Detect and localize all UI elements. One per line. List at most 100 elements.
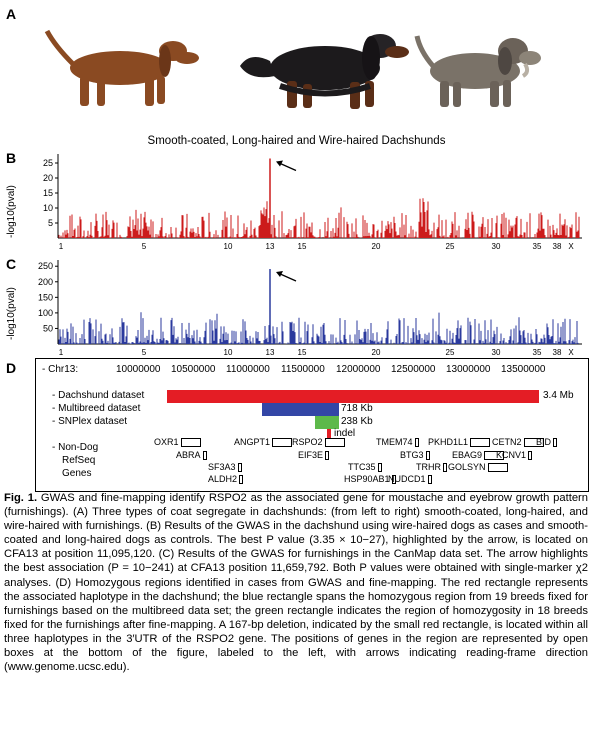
- gene-box: [325, 451, 330, 461]
- smooth-coated-dachshund: [44, 29, 199, 106]
- chromosome-label: 15: [298, 348, 307, 357]
- gene-label: GOLSYN: [448, 462, 508, 473]
- homozygous-regions-panel: - Chr13: 10000000 10500000 11000000 1150000…: [35, 358, 589, 492]
- wire-haired-dachshund: [414, 35, 541, 107]
- dachshund-dataset-label: - Dachshund dataset: [52, 390, 145, 401]
- y-tick-label: 100: [38, 308, 53, 318]
- arrow-head: [276, 271, 283, 278]
- y-tick-label: 10: [43, 203, 53, 213]
- gene-box: [523, 438, 544, 448]
- gene-box: [443, 463, 447, 473]
- chromosome-label: 10: [224, 348, 233, 357]
- y-tick-label: 150: [38, 292, 53, 302]
- y-tick-label: 250: [38, 261, 53, 271]
- position-label: 11500000: [281, 364, 325, 375]
- y-tick-label: 50: [43, 323, 53, 333]
- dachshund-haplotype-bar: [167, 390, 539, 403]
- snplex-region-bar: [315, 416, 339, 429]
- chromosome-label: 25: [446, 348, 455, 357]
- panel-label-a: A: [6, 6, 17, 22]
- gene-box: [272, 438, 293, 448]
- chromosome-label: 10: [224, 242, 233, 251]
- gene-label: BID: [536, 437, 558, 448]
- gene-label: ABRA: [176, 450, 207, 461]
- chromosome-label: 30: [492, 242, 501, 251]
- chromosome-label: 1: [59, 348, 64, 357]
- chromosome-label: 20: [372, 348, 381, 357]
- chromosome-label: 13: [266, 242, 275, 251]
- dachshund-size: 3.4 Mb: [543, 390, 574, 401]
- nondog-label: - Non-Dog: [52, 442, 99, 453]
- panel-label-d: D: [6, 360, 17, 376]
- indel-marker: [327, 429, 331, 438]
- chromosome-label: 13: [266, 348, 275, 357]
- gene-box: [391, 475, 396, 485]
- gene-box: [553, 438, 558, 448]
- panel-label-c: C: [6, 256, 17, 272]
- position-label: 10500000: [171, 364, 216, 375]
- gene-label: SF3A3: [208, 462, 242, 473]
- y-tick-label: 5: [48, 218, 53, 228]
- association-signals: [58, 158, 580, 238]
- gene-box: [470, 438, 491, 448]
- panel-label-b: B: [6, 150, 17, 166]
- gene-label: HSP90AB1: [344, 474, 396, 485]
- gene-box: [487, 463, 508, 473]
- y-tick-label: 15: [43, 188, 53, 198]
- panel-a-caption: Smooth-coated, Long-haired and Wire-hair…: [147, 135, 446, 147]
- gene-label: KCNV1: [496, 450, 533, 461]
- chromosome-label: 5: [142, 348, 147, 357]
- gene-box: [202, 451, 207, 461]
- multibreed-region-bar: [262, 403, 339, 416]
- gene-label: BTG3: [400, 450, 430, 461]
- association-signals: [58, 269, 579, 344]
- arrow-head: [276, 160, 283, 167]
- dog-photos: [35, 6, 585, 131]
- y-tick-label: 200: [38, 277, 53, 287]
- gene-label: OXR1: [154, 437, 201, 448]
- gene-label: TMEM74: [376, 437, 419, 448]
- gene-label: PKHD1L1: [428, 437, 491, 448]
- chromosome-label: 1: [59, 242, 64, 251]
- chr-label: - Chr13:: [42, 364, 79, 375]
- gene-box: [180, 438, 201, 448]
- chromosome-label: 35: [533, 242, 542, 251]
- chromosome-label: 5: [142, 242, 147, 251]
- chromosome-label: 15: [298, 242, 307, 251]
- gene-box: [414, 438, 419, 448]
- position-label: 11000000: [226, 364, 270, 375]
- gwas-dachshund-plot: -log10(pval) 25 20 15 10 5 1 5 10 13 15 20 25 30 35 38…: [6, 150, 588, 255]
- y-tick-label: 25: [43, 158, 53, 168]
- gene-box: [425, 451, 430, 461]
- gene-label: ALDH2: [208, 474, 244, 485]
- caption-text: GWAS and fine-mapping identify RSPO2 as …: [4, 492, 589, 674]
- position-label: 12500000: [391, 364, 436, 375]
- position-label: 12000000: [336, 364, 381, 375]
- gene-box: [239, 475, 244, 485]
- dachshund-illustrations: [44, 29, 541, 109]
- gene-label: TTC35: [348, 462, 382, 473]
- gene-box: [377, 463, 382, 473]
- chromosome-label: X: [568, 348, 574, 357]
- figure-label: Fig. 1.: [4, 492, 38, 504]
- gene-box: [324, 438, 345, 448]
- gene-label: EIF3E: [298, 450, 330, 461]
- gene-box: [427, 475, 432, 485]
- chromosome-label: 30: [492, 348, 501, 357]
- indel-label: indel: [334, 428, 356, 439]
- y-axis-label: -log10(pval): [6, 287, 17, 340]
- gene-label: TRHR: [416, 462, 447, 473]
- chromosome-label: 35: [533, 348, 542, 357]
- multibreed-size: 718 Kb: [341, 403, 373, 414]
- gene-label: NUDCD1: [388, 474, 432, 485]
- genes-label: Genes: [62, 468, 92, 479]
- gene-box: [237, 463, 242, 473]
- position-label: 13500000: [501, 364, 546, 375]
- position-label: 10000000: [116, 364, 161, 375]
- long-haired-dachshund: [240, 34, 409, 109]
- y-axis-label: -log10(pval): [6, 185, 17, 238]
- position-label: 13000000: [446, 364, 491, 375]
- gene-label: ANGPT1: [234, 437, 293, 448]
- gene-box: [484, 451, 505, 461]
